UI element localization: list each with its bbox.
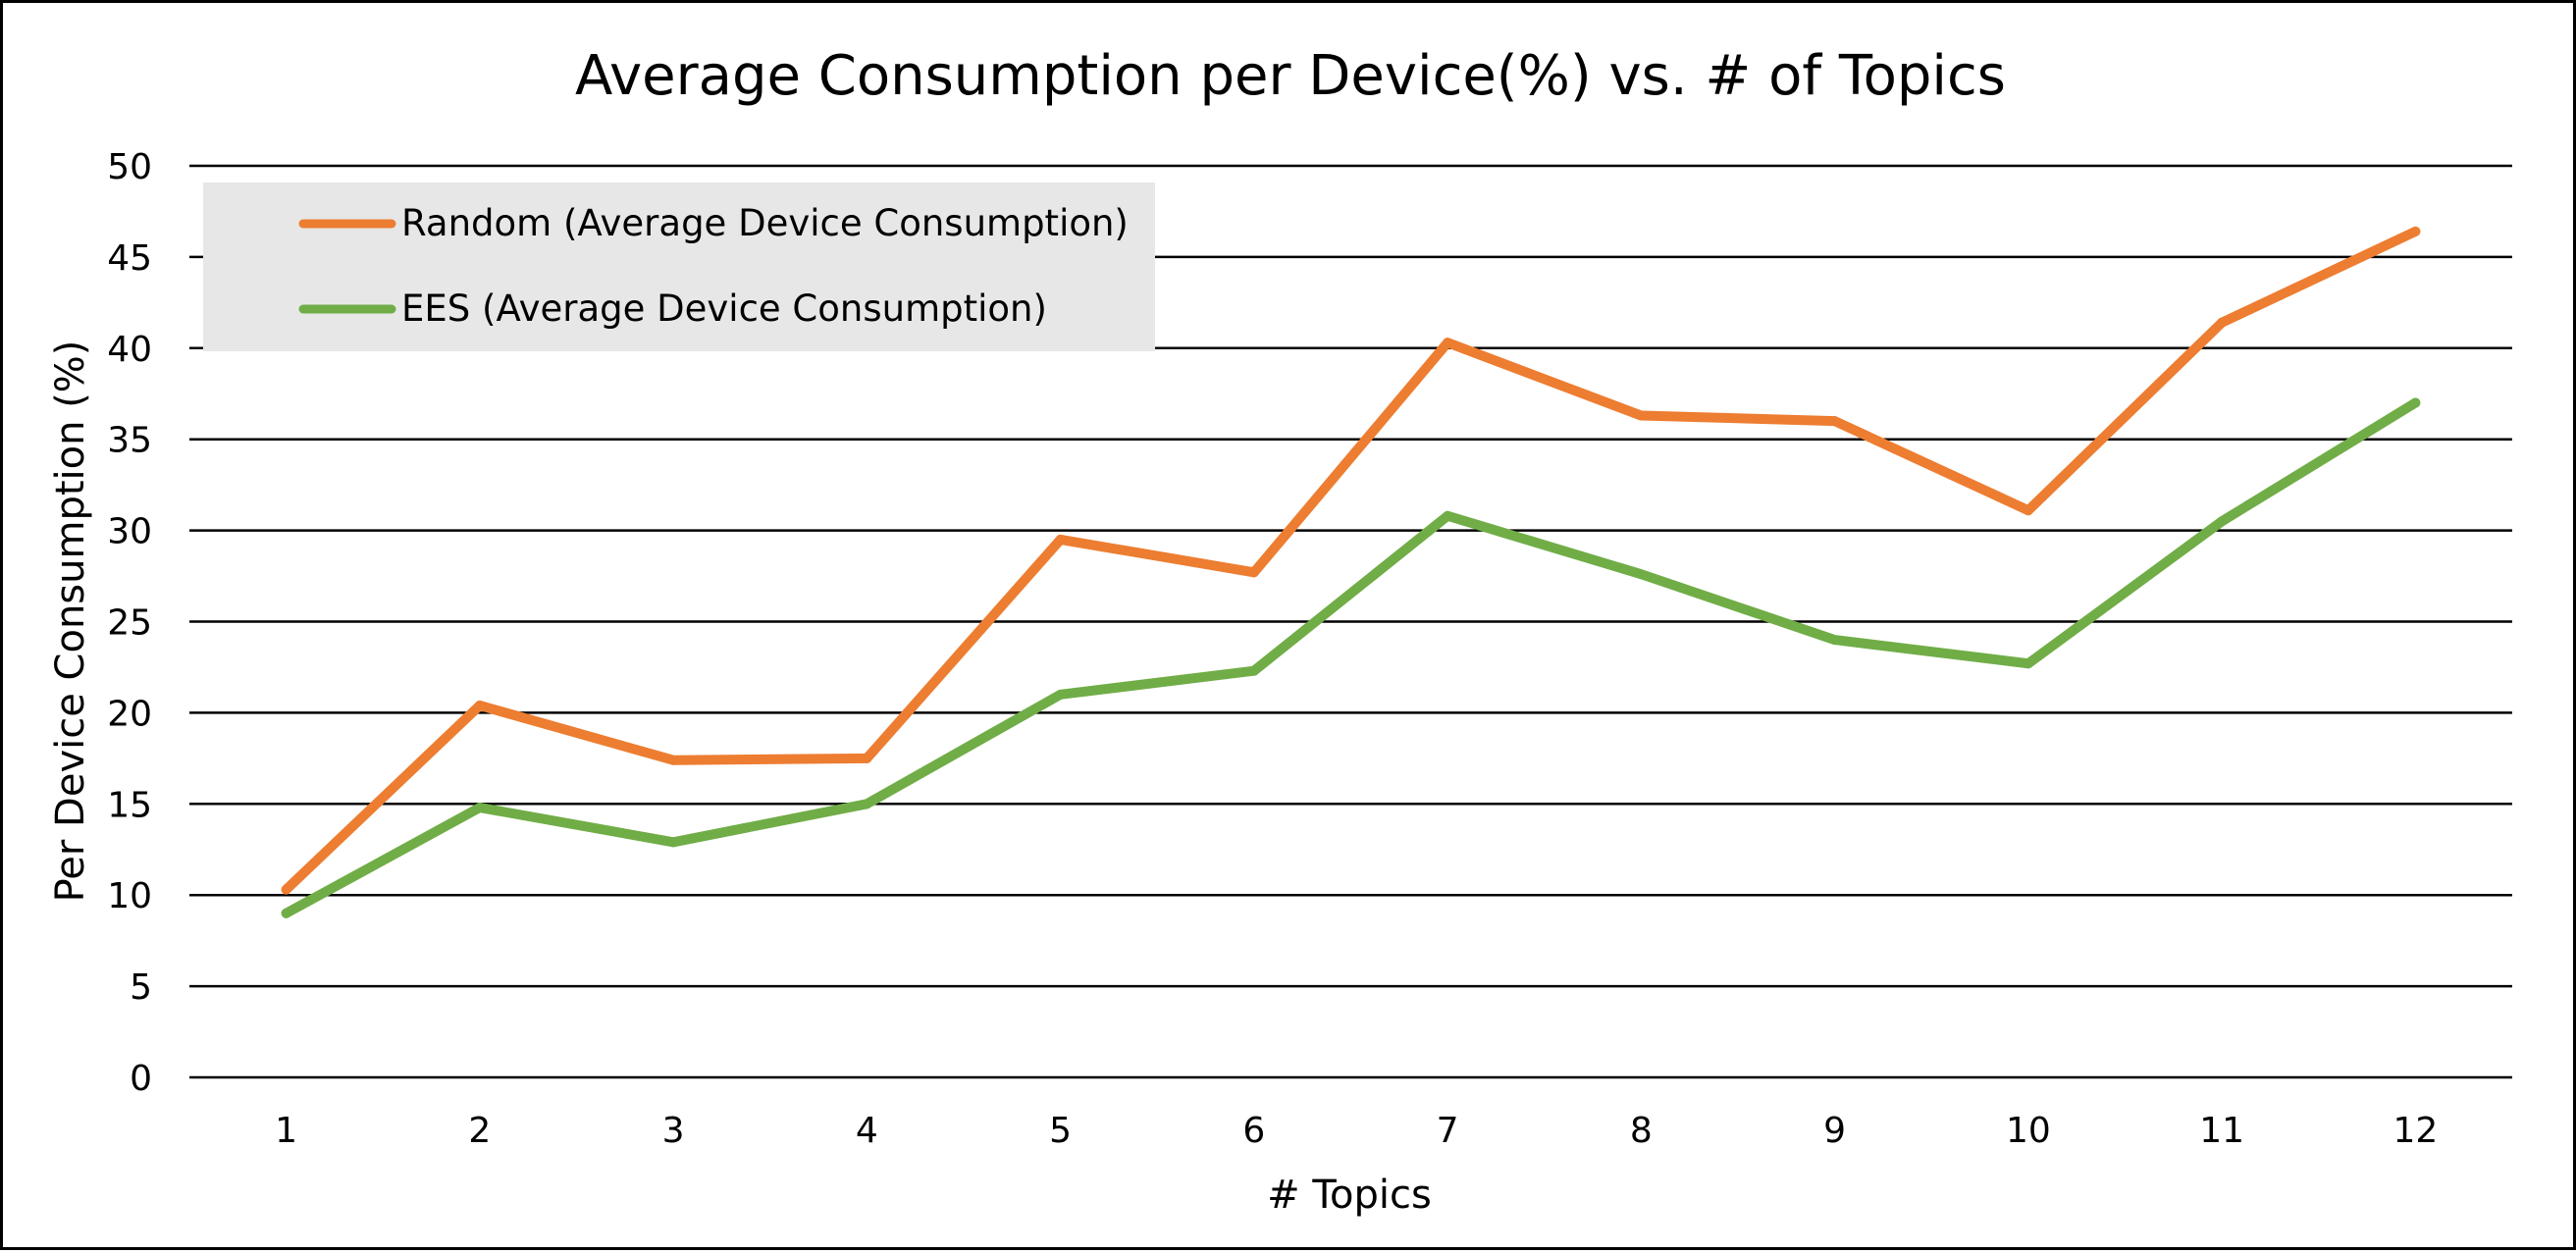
data-point [862,799,872,809]
data-point [1443,510,1453,521]
y-tick-label: 35 [107,421,152,461]
x-tick-label: 1 [275,1111,297,1151]
data-point [1829,635,1840,646]
data-point [1055,534,1066,545]
x-tick-label: 3 [662,1111,685,1151]
legend-label-ees: EES (Average Device Consumption) [401,287,1047,330]
data-point [474,803,485,813]
data-point [1636,410,1647,421]
data-point [668,837,679,848]
data-point [1636,569,1647,580]
chart-title: Average Consumption per Device(%) vs. # … [575,44,2006,108]
data-point [474,700,485,710]
y-tick-label: 20 [107,694,152,734]
x-tick-label: 12 [2392,1111,2438,1151]
y-tick-label: 0 [130,1059,152,1099]
chart-canvas: Average Consumption per Device(%) vs. # … [48,44,2512,1218]
y-tick-label: 50 [107,147,152,187]
data-point [2217,317,2228,328]
data-point [2410,397,2421,408]
series-lines [281,226,2421,918]
data-point [1055,689,1066,700]
data-point [281,884,291,895]
y-tick-label: 5 [130,967,152,1008]
y-tick-label: 15 [107,785,152,825]
y-tick-label: 25 [107,603,152,644]
y-tick-label: 10 [107,876,152,916]
x-tick-label: 5 [1049,1111,1072,1151]
x-tick-label: 8 [1630,1111,1653,1151]
x-tick-label: 9 [1823,1111,1846,1151]
y-tick-label: 40 [107,330,152,370]
data-point [1829,416,1840,427]
legend: Random (Average Device Consumption) EES … [203,183,1155,351]
x-tick-label: 10 [2006,1111,2051,1151]
x-axis-label: # Topics [1267,1173,1432,1218]
x-tick-label: 7 [1437,1111,1459,1151]
gridlines [189,164,2512,1079]
data-point [2023,658,2033,669]
y-tick-label: 30 [107,512,152,552]
y-tick-label: 45 [107,238,152,279]
data-point [281,908,291,918]
data-point [668,755,679,765]
data-point [1248,567,1259,578]
data-point [2410,226,2421,236]
data-point [2023,505,2033,516]
data-point [1443,338,1453,348]
data-point [862,753,872,763]
x-tick-label: 4 [856,1111,878,1151]
data-point [1248,665,1259,676]
data-point [2217,516,2228,527]
x-axis-ticks: 1 2 3 4 5 6 7 8 9 10 11 12 [275,1111,2438,1151]
x-tick-label: 11 [2199,1111,2244,1151]
x-tick-label: 2 [468,1111,491,1151]
x-tick-label: 6 [1242,1111,1265,1151]
legend-background [203,183,1155,351]
legend-label-random: Random (Average Device Consumption) [401,202,1129,244]
y-axis-ticks: 0 5 10 15 20 25 30 35 40 45 50 [107,147,152,1099]
y-axis-label: Per Device Consumption (%) [48,340,93,903]
series-line-random [281,226,2421,895]
series-line-ees [281,397,2421,918]
